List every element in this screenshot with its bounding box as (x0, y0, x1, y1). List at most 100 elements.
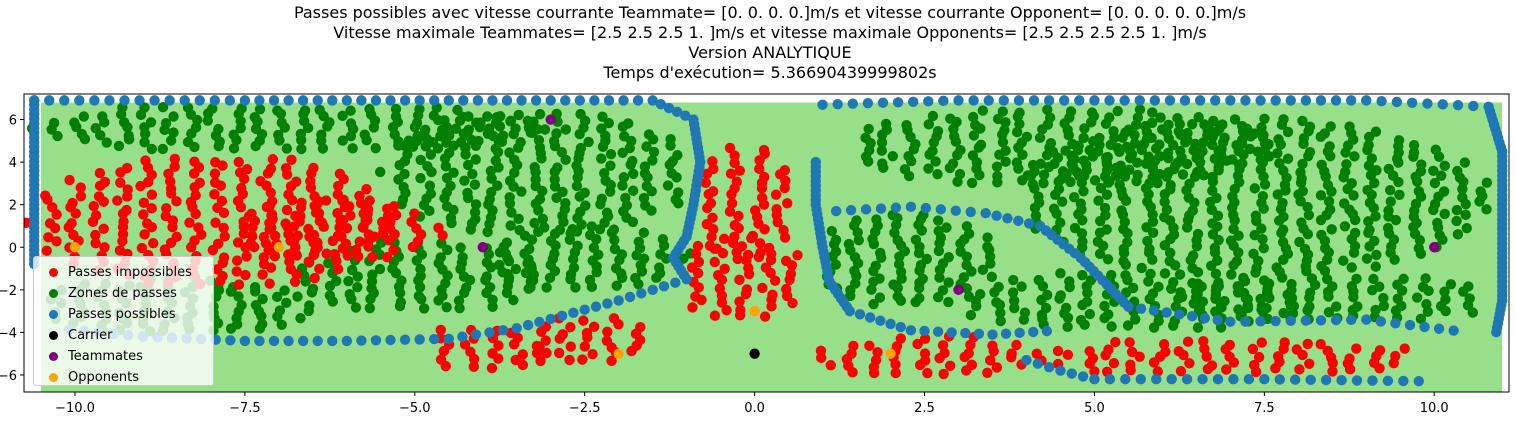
legend-label: Teammates (68, 349, 143, 364)
pass-zone-point (551, 128, 562, 139)
pass-zone-point (139, 137, 150, 148)
impossible-pass-point (1247, 343, 1259, 355)
pass-zone-point (1257, 234, 1268, 245)
pass-zone-point (1294, 236, 1305, 248)
impossible-pass-point (468, 361, 479, 372)
pass-zone-point (504, 192, 515, 203)
impossible-pass-point (1062, 349, 1074, 361)
pass-zone-point (470, 199, 482, 210)
possible-pass-point (1135, 303, 1147, 314)
pass-zone-point (1331, 301, 1342, 312)
pass-zone-point (1106, 269, 1117, 281)
possible-pass-point (560, 95, 571, 106)
pass-zone-point (1384, 185, 1396, 196)
pass-zone-point (494, 259, 505, 271)
impossible-pass-point (67, 197, 78, 209)
impossible-pass-point (381, 252, 393, 263)
pass-zone-point (1428, 165, 1439, 177)
y-tick-label: −6 (0, 369, 17, 384)
pass-zone-point (619, 131, 630, 142)
possible-pass-point (589, 95, 600, 106)
pass-zone-point-group (26, 101, 1493, 337)
pass-zone-point (1099, 202, 1111, 214)
impossible-pass-point (1322, 345, 1333, 357)
pass-zone-point (1047, 146, 1059, 157)
pass-zone-point (513, 109, 524, 121)
pass-zone-point (830, 259, 842, 270)
pass-zone-point (932, 125, 944, 137)
impossible-pass-point (241, 251, 252, 262)
impossible-pass-point (90, 238, 101, 249)
pass-zone-point (627, 185, 639, 196)
impossible-pass-point (709, 310, 721, 321)
possible-pass-point (647, 284, 658, 296)
x-tick-label: 0.0 (744, 401, 765, 416)
impossible-pass-point (602, 326, 613, 337)
pass-zone-point (1124, 153, 1136, 164)
opponent-point (749, 305, 760, 317)
possible-pass-point (991, 210, 1002, 221)
pass-zone-point (572, 240, 583, 252)
pass-zone-point (1115, 160, 1126, 171)
pass-zone-point (966, 177, 978, 189)
possible-pass-point (283, 95, 294, 106)
possible-pass-point (602, 298, 613, 309)
possible-pass-point (1255, 95, 1266, 106)
pass-zone-point (639, 161, 651, 172)
possible-pass-point (1134, 95, 1145, 106)
pass-zone-point (1143, 151, 1154, 162)
possible-pass-point (1197, 374, 1208, 385)
pass-zone-point (273, 129, 284, 141)
pass-zone-point (893, 259, 905, 270)
possible-pass-point (1014, 327, 1025, 339)
possible-pass-point (1013, 215, 1024, 227)
impossible-pass-point (707, 212, 718, 223)
possible-pass-point (443, 333, 454, 344)
pass-zone-point (271, 291, 283, 303)
legend-label: Passes impossibles (68, 265, 192, 280)
pass-zone-point (1378, 300, 1390, 312)
legend: Passes impossibles Zones de passes Passe… (33, 256, 214, 386)
pass-zone-point (490, 143, 501, 154)
pass-zone-point (123, 130, 134, 141)
impossible-pass-point (1253, 351, 1265, 363)
possible-pass-point (875, 203, 887, 214)
pass-zone-point (1019, 307, 1031, 318)
pass-zone-point (487, 294, 498, 305)
pass-zone-point (1259, 275, 1270, 286)
pass-zone-point (1042, 104, 1053, 115)
pass-zone-point (930, 156, 941, 167)
pass-zone-point (1295, 167, 1306, 178)
possible-pass-point (1043, 361, 1055, 373)
impossible-pass-point (787, 297, 798, 309)
possible-pass-point (1300, 95, 1312, 106)
possible-pass-point (1330, 314, 1342, 326)
possible-pass-point (680, 110, 691, 121)
impossible-pass-point (135, 180, 146, 192)
pass-zone-point (597, 111, 608, 122)
pass-zone-point (1192, 166, 1203, 178)
pass-zone-point (1277, 224, 1289, 235)
impossible-pass-point (780, 283, 792, 295)
possible-pass-point (847, 98, 858, 109)
pass-zone-point (1211, 126, 1222, 137)
impossible-pass-point (535, 355, 546, 367)
impossible-pass-point (565, 341, 576, 352)
pass-zone-point (1371, 165, 1382, 176)
pass-zone-point (1339, 166, 1351, 178)
possible-pass-point (1199, 312, 1211, 324)
impossible-pass-point (1256, 337, 1267, 348)
impossible-pass-point (890, 367, 901, 379)
pass-zone-point (1282, 126, 1294, 138)
pass-zone-point (672, 187, 684, 198)
impossible-pass-point (141, 218, 153, 229)
pass-zone-point (453, 295, 465, 306)
pass-zone-point (376, 237, 387, 248)
pass-zone-point (1122, 236, 1133, 248)
pass-zone-point (974, 289, 986, 300)
pass-zone-point (556, 147, 568, 158)
possible-pass-point (1270, 315, 1281, 327)
pass-zone-point (1463, 281, 1474, 292)
impossible-pass-point (292, 230, 303, 241)
impossible-pass-point (870, 354, 882, 366)
